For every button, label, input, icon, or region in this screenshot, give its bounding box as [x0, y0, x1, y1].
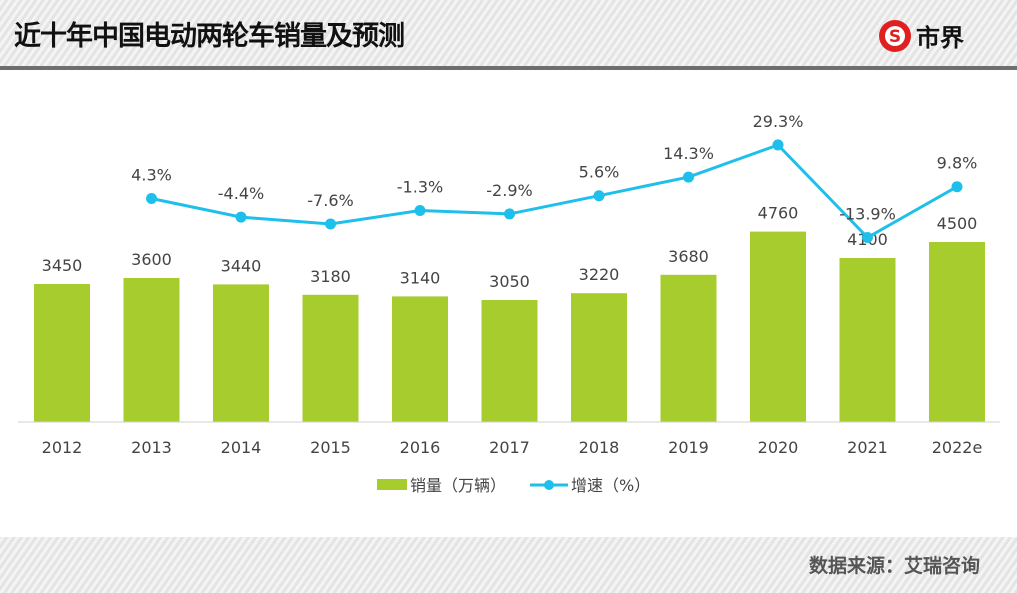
source-note: 数据来源：艾瑞咨询	[808, 555, 980, 577]
footer: 数据来源：艾瑞咨询	[0, 537, 1017, 593]
x-tick-label: 2021	[847, 438, 888, 457]
bar-label: 3180	[310, 267, 351, 286]
x-tick-label: 2020	[758, 438, 799, 457]
legend-marker-line	[544, 480, 554, 490]
legend-swatch-bar	[377, 479, 407, 490]
bar-label: 3600	[131, 250, 172, 269]
line-label: 14.3%	[663, 144, 714, 163]
line-point	[414, 205, 426, 216]
x-tick-label: 2018	[579, 438, 620, 457]
line-point	[951, 181, 963, 193]
header-divider	[0, 66, 1017, 70]
logo: S 市界	[878, 18, 964, 53]
bar-label: 3440	[221, 256, 262, 275]
x-tick-label: 2013	[131, 438, 172, 457]
bar	[571, 293, 627, 422]
line-label: 5.6%	[579, 163, 620, 182]
line-point	[235, 211, 247, 223]
x-tick-label: 2016	[400, 438, 441, 457]
bar-label: 3050	[489, 272, 530, 291]
line-point	[683, 171, 694, 183]
line-label: -7.6%	[307, 191, 353, 210]
chart: 3450360034403180314030503220368047604100…	[18, 112, 1000, 495]
line-point	[146, 193, 157, 204]
line-label: 29.3%	[753, 112, 804, 131]
bar	[929, 242, 985, 422]
line-point	[325, 218, 336, 230]
line-label: -13.9%	[839, 205, 896, 224]
bar	[750, 231, 806, 422]
x-tick-label: 2012	[42, 438, 83, 457]
legend: 销量（万辆） 增速（%）	[377, 476, 650, 495]
legend-label-bar: 销量（万辆）	[410, 476, 506, 495]
bar-label: 4760	[758, 204, 799, 223]
line-label: 4.3%	[131, 166, 172, 185]
growth-line	[151, 143, 958, 240]
bar-label: 3140	[400, 268, 441, 287]
bar	[213, 284, 269, 422]
line-label: -1.3%	[397, 178, 443, 197]
line-point	[593, 190, 605, 202]
line-point	[504, 208, 515, 220]
bar-label: 3450	[42, 256, 83, 275]
x-tick-label: 2014	[221, 438, 262, 457]
line-point	[772, 139, 784, 151]
bar	[123, 278, 180, 422]
x-tick-label: 2015	[310, 438, 351, 457]
logo-icon: S	[879, 19, 911, 52]
bar-label: 4500	[937, 214, 978, 233]
bar	[392, 296, 448, 422]
svg-text:S: S	[889, 27, 901, 47]
x-tick-label: 2019	[668, 438, 709, 457]
line-point	[862, 232, 873, 243]
header: 近十年中国电动两轮车销量及预测 S 市界	[0, 0, 1017, 66]
page-title: 近十年中国电动两轮车销量及预测	[14, 21, 405, 52]
bar	[34, 284, 90, 422]
bar	[481, 300, 538, 422]
x-tick-label: 2022e	[932, 438, 983, 457]
line-label: -2.9%	[486, 181, 532, 200]
line-label: 9.8%	[937, 154, 978, 173]
line-label: -4.4%	[218, 184, 264, 203]
bar	[839, 258, 896, 422]
x-tick-label: 2017	[489, 438, 530, 457]
bar	[660, 274, 717, 422]
bar-label: 3220	[579, 265, 620, 284]
logo-text: 市界	[916, 24, 964, 52]
bar-label: 3680	[668, 247, 709, 266]
legend-label-line: 增速（%）	[571, 476, 650, 495]
bar	[302, 294, 359, 422]
